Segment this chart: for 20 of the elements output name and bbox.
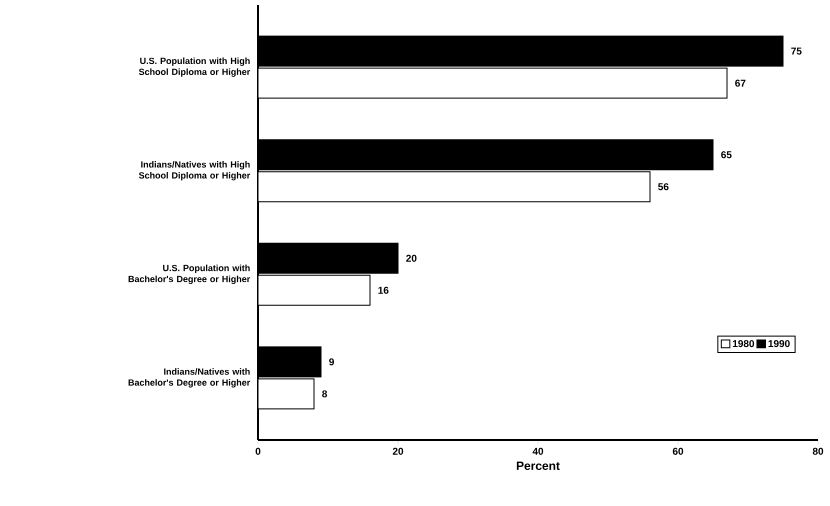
x-tick-label: 80 [812,448,824,455]
data-label: 75 [791,48,802,55]
x-tick-label: 20 [392,448,404,455]
y-tick-label: U.S. Population with Bachelor's Degree or Higher [128,264,250,284]
data-label: 20 [406,254,416,262]
legend-label: 1990 [768,340,790,348]
data-label: 16 [378,286,389,294]
y-tick-label: Indians/Natives with High School Diploma or Higher [138,161,250,180]
x-axis-title: Percent [516,462,560,470]
legend-label: 1980 [732,340,754,348]
data-label: 9 [329,358,334,366]
data-label: 56 [658,183,669,190]
data-label: 8 [322,390,328,398]
x-tick-label: 60 [672,448,684,455]
y-tick-label: U.S. Population with High School Diploma or Higher [138,57,250,77]
x-tick-label: 40 [532,448,544,455]
data-label: 65 [721,151,732,158]
x-tick-label: 0 [256,448,260,455]
y-tick-label: Indians/Natives with Bachelor's Degree or Higher [128,368,250,388]
data-label: 67 [735,80,746,87]
